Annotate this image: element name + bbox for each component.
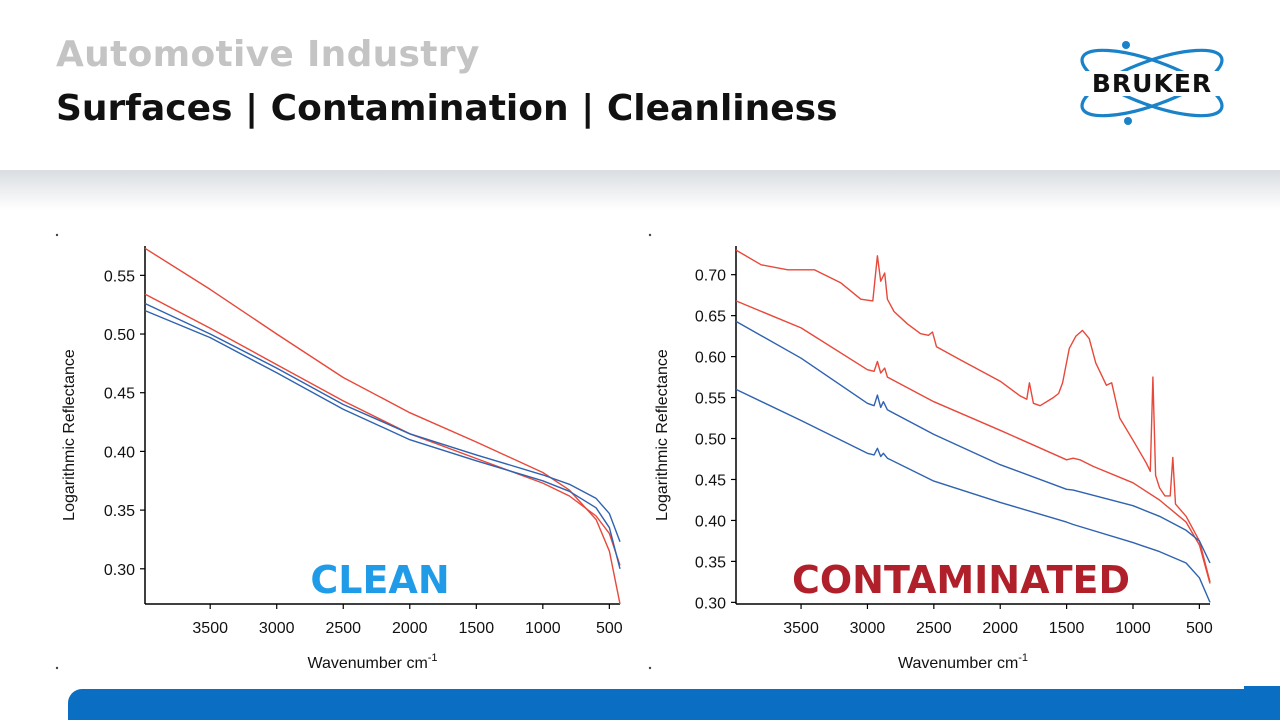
clean-label: CLEAN (310, 558, 449, 602)
spectrum-line-4 (735, 388, 1211, 603)
spectrum-line-3 (735, 320, 1211, 564)
x-axis-title: Wavenumber cm-1 (898, 652, 1028, 672)
x-tick-label: 3500 (192, 620, 228, 637)
x-tick-label: 1000 (1115, 620, 1151, 637)
x-tick-label: 3000 (850, 620, 886, 637)
corner-dot (648, 666, 652, 670)
y-tick-label: 0.60 (695, 350, 726, 367)
clean-spectrum-chart: 0.30 0.35 0.40 0.45 0.50 0.55 3500 3000 2500 2000… (55, 233, 623, 672)
x-tick-label: 1500 (1049, 620, 1085, 637)
x-tick-label: 500 (1186, 620, 1213, 637)
y-axis-title: Logarithmic Reflectance (654, 349, 671, 521)
y-tick-label: 0.65 (695, 309, 726, 326)
x-tick-label: 500 (596, 620, 623, 637)
x-tick-label: 1500 (459, 620, 495, 637)
slide-pre-title: Automotive Industry (56, 34, 480, 75)
spectrum-line-2 (144, 293, 621, 566)
bruker-orbit-icon (1080, 48, 1224, 118)
contaminated-label: CONTAMINATED (792, 558, 1130, 602)
x-axis-title: Wavenumber cm-1 (307, 652, 437, 672)
y-tick-label: 0.35 (104, 503, 135, 520)
header-gradient-band (0, 170, 1280, 210)
y-tick-label: 0.40 (104, 444, 135, 461)
y-tick-label: 0.70 (695, 268, 726, 285)
x-tick-label: 2500 (916, 620, 952, 637)
x-tick-label: 3000 (259, 620, 295, 637)
spectrum-line-1 (144, 247, 621, 605)
y-tick-label: 0.50 (695, 432, 726, 449)
y-tick-label: 0.45 (695, 472, 726, 489)
x-tick-label: 1000 (525, 620, 561, 637)
contaminated-spectrum-chart: 0.30 0.35 0.40 0.45 0.50 0.55 0.60 0.65 0.70 3500… (648, 233, 1213, 672)
footer-corner-tab (1244, 686, 1280, 690)
bruker-logo-text: BRUKER (1092, 69, 1212, 98)
y-tick-label: 0.35 (695, 554, 726, 571)
corner-dot (55, 666, 59, 670)
x-tick-label: 2000 (982, 620, 1018, 637)
x-tick-label: 2000 (392, 620, 428, 637)
x-tick-label: 3500 (783, 620, 819, 637)
y-axis-title: Logarithmic Reflectance (61, 349, 78, 521)
spectrum-line-1 (735, 249, 1211, 583)
spectrum-line-4 (144, 309, 621, 569)
y-tick-label: 0.50 (104, 327, 135, 344)
spectrum-line-3 (144, 302, 621, 543)
slide-header: Automotive Industry Surfaces | Contamina… (0, 0, 1280, 170)
y-tick-label: 0.40 (695, 513, 726, 530)
spectrum-line-2 (735, 300, 1211, 584)
y-tick-label: 0.45 (104, 386, 135, 403)
bruker-logo: BRUKER (1072, 41, 1230, 125)
y-tick-label: 0.30 (104, 562, 135, 579)
y-tick-label: 0.30 (695, 595, 726, 612)
slide-title: Surfaces | Contamination | Cleanliness (56, 88, 838, 129)
corner-dot (648, 233, 652, 237)
corner-dot (55, 233, 59, 237)
x-tick-label: 2500 (325, 620, 361, 637)
y-tick-label: 0.55 (104, 268, 135, 285)
footer-bar (68, 689, 1280, 720)
y-tick-label: 0.55 (695, 391, 726, 408)
